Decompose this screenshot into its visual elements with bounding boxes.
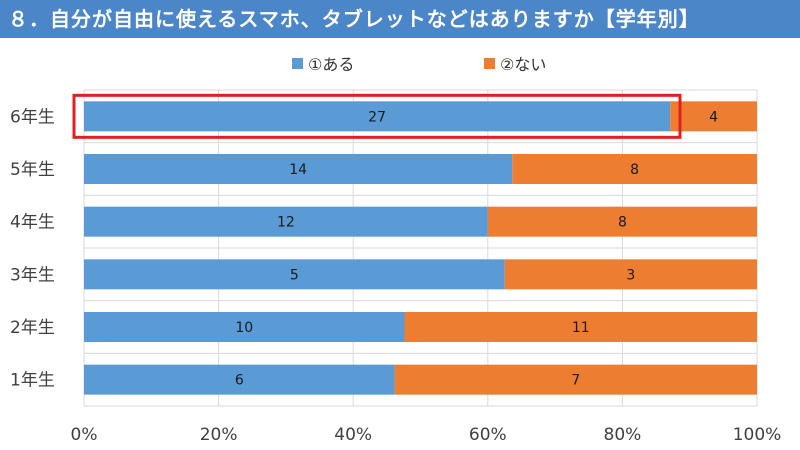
data-label-series-1-cat-0: 4: [709, 109, 718, 125]
data-label-series-1-cat-5: 7: [571, 373, 580, 389]
highlight-box: [72, 93, 682, 139]
legend: ①ある ②ない: [0, 52, 800, 74]
data-label-series-1-cat-3: 3: [626, 267, 635, 283]
data-label-series-0-cat-5: 6: [235, 373, 244, 389]
bar-series-1-cat-4: [404, 312, 757, 342]
data-label-series-1-cat-1: 8: [630, 162, 639, 178]
x-tick-label-5: 100%: [733, 425, 782, 445]
legend-item-nai: ②ない: [484, 52, 546, 74]
data-label-series-0-cat-0: 27: [368, 109, 386, 125]
category-label-0: 6年生: [10, 107, 55, 127]
category-label-4: 2年生: [10, 318, 55, 338]
bar-series-0-cat-0: [84, 101, 671, 132]
category-label-2: 4年生: [10, 213, 55, 233]
bar-series-0-cat-2: [84, 206, 488, 237]
x-tick-label-1: 20%: [200, 425, 238, 445]
bar-series-1-cat-3: [504, 259, 757, 290]
legend-item-aru: ①ある: [292, 52, 354, 74]
bar-series-0-cat-5: [84, 364, 395, 395]
bar-series-1-cat-0: [670, 101, 757, 132]
data-label-series-0-cat-4: 10: [235, 320, 253, 336]
data-label-series-1-cat-4: 11: [572, 320, 590, 336]
bar-series-1-cat-1: [512, 154, 757, 184]
legend-swatch-aru: [292, 57, 303, 69]
category-label-5: 1年生: [10, 371, 55, 391]
category-label-1: 5年生: [10, 160, 55, 180]
data-label-series-0-cat-2: 12: [277, 215, 295, 231]
data-label-series-0-cat-3: 5: [290, 267, 299, 283]
bar-series-1-cat-2: [487, 206, 757, 237]
x-tick-label-2: 40%: [334, 425, 372, 445]
legend-label-nai: ②ない: [500, 55, 547, 74]
bar-series-0-cat-3: [84, 259, 505, 290]
data-label-series-0-cat-1: 14: [289, 162, 307, 178]
x-tick-label-0: 0%: [71, 425, 98, 445]
bar-series-0-cat-4: [84, 312, 405, 342]
chart-title: ８．自分が自由に使えるスマホ、タブレットなどはありますか【学年別】: [8, 7, 700, 31]
x-tick-label-4: 80%: [604, 425, 642, 445]
x-tick-label-3: 60%: [469, 425, 507, 445]
category-label-3: 3年生: [10, 265, 55, 285]
title-bar: ８．自分が自由に使えるスマホ、タブレットなどはありますか【学年別】: [0, 0, 800, 38]
legend-label-aru: ①ある: [308, 55, 355, 74]
bar-series-1-cat-5: [394, 364, 757, 395]
data-label-series-1-cat-2: 8: [618, 215, 627, 231]
legend-swatch-nai: [484, 57, 495, 69]
bar-series-0-cat-1: [84, 154, 513, 184]
